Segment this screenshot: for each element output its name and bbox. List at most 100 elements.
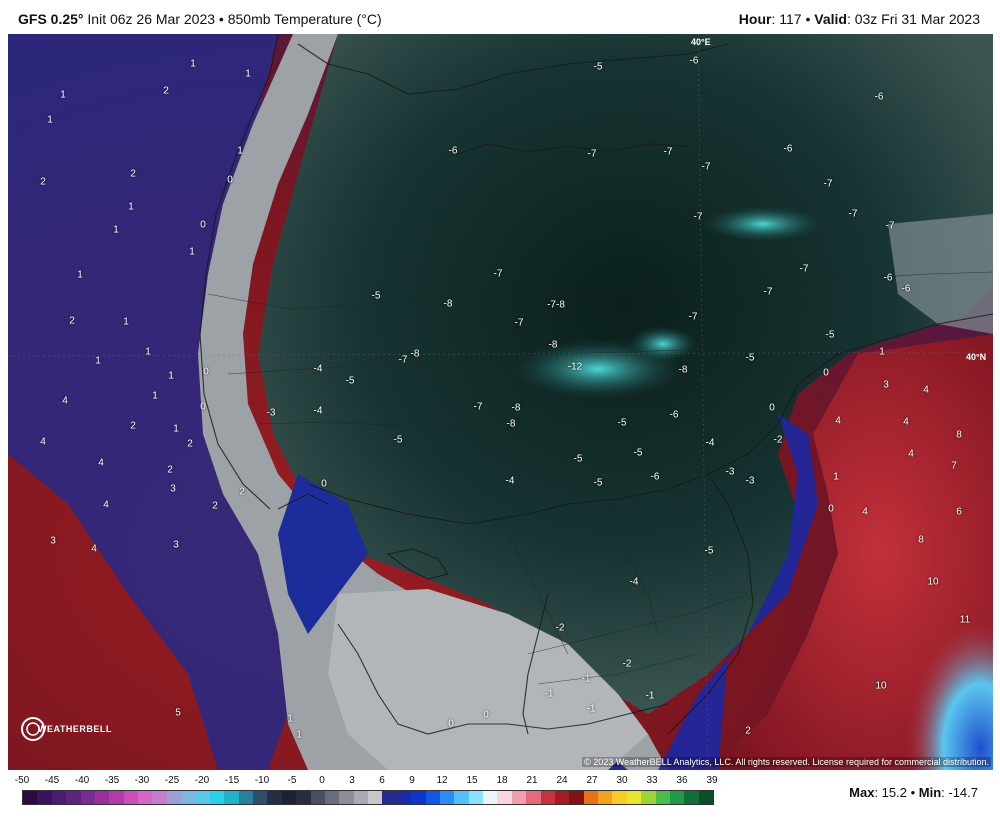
legend-tick: 18	[496, 775, 508, 786]
color-swatch	[224, 791, 239, 804]
color-swatch	[195, 791, 210, 804]
color-scale-bar	[22, 790, 714, 805]
temperature-value: -8	[506, 418, 516, 430]
temperature-value: -1	[581, 673, 591, 685]
temperature-value: 2	[130, 420, 136, 432]
temperature-value: -8	[443, 298, 453, 310]
legend-tick: -10	[254, 775, 270, 786]
temperature-value: 3	[170, 483, 176, 495]
temperature-value: -5	[617, 417, 627, 429]
temperature-value: 7	[951, 460, 957, 472]
map-title: GFS 0.25° Init 06z 26 Mar 2023 • 850mb T…	[18, 11, 382, 27]
temperature-value: -12	[567, 361, 583, 373]
temperature-value: -3	[725, 466, 735, 478]
longitude-label: 40°E	[691, 37, 711, 47]
temperature-value: 1	[47, 114, 53, 126]
color-swatch	[598, 791, 613, 804]
temperature-value: -7	[799, 263, 809, 275]
temperature-value: -4	[505, 475, 515, 487]
temperature-value: 1	[173, 423, 179, 435]
legend-tick: 33	[646, 775, 658, 786]
legend-tick: -45	[44, 775, 60, 786]
temperature-value: 4	[835, 415, 841, 427]
legend-tick: 30	[616, 775, 628, 786]
color-swatch	[296, 791, 311, 804]
temperature-value: 8	[956, 429, 962, 441]
copyright-notice: © 2023 WeatherBELL Analytics, LLC. All r…	[582, 757, 991, 767]
color-swatch	[281, 791, 297, 804]
temperature-value: 1	[60, 89, 66, 101]
temperature-value: 2	[239, 486, 245, 498]
legend-tick: 39	[706, 775, 718, 786]
temperature-value: 0	[823, 367, 829, 379]
legend-tick: -40	[74, 775, 90, 786]
legend-tick: 0	[319, 775, 325, 786]
temperature-value: 8	[918, 534, 924, 546]
temperature-value: 0	[769, 402, 775, 414]
temperature-value: -3	[266, 407, 276, 419]
temperature-value: -7	[514, 317, 524, 329]
temperature-value: -5	[593, 477, 603, 489]
legend-tick: 9	[409, 775, 415, 786]
max-min-readout: Max: 15.2 • Min: -14.7	[849, 785, 978, 800]
temperature-value: -5	[573, 453, 583, 465]
temperature-value: -7	[701, 161, 711, 173]
temperature-value: -1	[586, 703, 596, 715]
temperature-value: 2	[167, 464, 173, 476]
temperature-value: -6	[689, 55, 699, 67]
temperature-value: -7	[398, 354, 408, 366]
temperature-value: -7	[663, 146, 673, 158]
color-swatch	[138, 791, 153, 804]
temperature-value: -6	[650, 471, 660, 483]
temperature-value: -5	[371, 290, 381, 302]
min-label: Min	[918, 785, 942, 800]
max-label: Max	[849, 785, 875, 800]
color-swatch	[51, 791, 67, 804]
temperature-value: 4	[908, 448, 914, 460]
temperature-value: -7	[688, 311, 698, 323]
temperature-value: -7	[493, 268, 503, 280]
color-swatch	[641, 791, 656, 804]
color-swatch	[339, 791, 354, 804]
temperature-value: 1	[145, 346, 151, 358]
temperature-value: 1	[879, 346, 885, 358]
color-swatch	[454, 791, 469, 804]
temperature-value: 4	[98, 457, 104, 469]
temperature-value: 0	[448, 718, 454, 730]
temperature-value: 3	[173, 539, 179, 551]
temperature-value: -7	[693, 211, 703, 223]
color-swatch	[483, 791, 498, 804]
hour-label: Hour	[738, 11, 772, 27]
legend-tick-labels: -50 -45 -40 -35 -30 -25 -20 -15 -10 -5 0 3 6 9 12 15 18 2…	[14, 775, 734, 789]
temperature-value: 4	[62, 395, 68, 407]
legend-tick: -35	[104, 775, 120, 786]
temperature-value: 0	[321, 478, 327, 490]
temperature-value: 2	[745, 725, 751, 737]
temperature-value: -7	[587, 148, 597, 160]
legend-tick: -20	[194, 775, 210, 786]
temperature-value: -6	[874, 91, 884, 103]
temperature-value: -6	[783, 143, 793, 155]
color-swatch	[353, 791, 368, 804]
temperature-value: 3	[50, 535, 56, 547]
legend-tick: 24	[556, 775, 568, 786]
color-swatch	[526, 791, 541, 804]
temperature-value: 2	[187, 438, 193, 450]
color-swatch	[698, 791, 713, 804]
weatherbell-logo: WEATHERBELL	[18, 716, 111, 742]
temperature-value: -4	[313, 405, 323, 417]
temperature-value: 10	[875, 680, 887, 692]
temperature-value: -1	[544, 688, 554, 700]
color-swatch	[540, 791, 555, 804]
temperature-value: 4	[91, 543, 97, 555]
temperature-value: 1	[833, 471, 839, 483]
temperature-value: 2	[212, 500, 218, 512]
color-swatch	[468, 791, 483, 804]
map-header: GFS 0.25° Init 06z 26 Mar 2023 • 850mb T…	[0, 0, 1000, 34]
color-swatch	[396, 791, 412, 804]
temperature-value: 0	[227, 174, 233, 186]
color-swatch	[209, 791, 225, 804]
color-swatch	[166, 791, 182, 804]
map-background	[8, 34, 993, 770]
